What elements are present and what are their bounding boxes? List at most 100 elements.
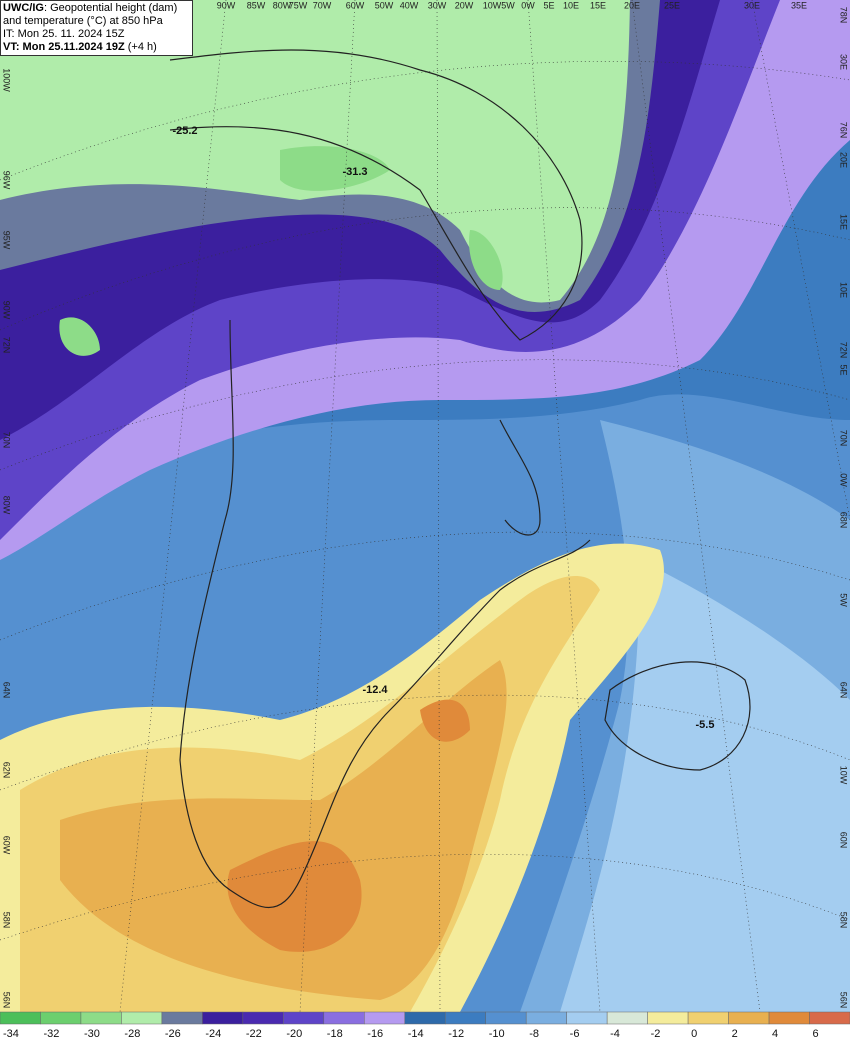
lon-label: 20E	[624, 0, 640, 10]
grid-label: 70N	[2, 432, 12, 449]
colorbar-label: -4	[610, 1028, 620, 1040]
colorbar-label: -28	[124, 1028, 140, 1040]
grid-label: 96W	[2, 171, 12, 190]
lead-time: (+4 h)	[124, 41, 157, 53]
title: : Geopotential height (dam)	[43, 2, 178, 14]
grid-label: 20E	[839, 152, 849, 168]
colorbar-swatch	[444, 1011, 486, 1025]
colorbar-label: 4	[772, 1028, 778, 1040]
colorbar-swatch	[242, 1011, 284, 1025]
lon-label: 20W	[455, 0, 474, 10]
grid-label: 5W	[839, 593, 849, 607]
colorbar-label: -14	[408, 1028, 424, 1040]
colorbar-label: -26	[165, 1028, 181, 1040]
iceland-coast	[604, 661, 751, 771]
colorbar-swatch	[404, 1011, 446, 1025]
colorbar-label: -32	[43, 1028, 59, 1040]
colorbar-swatch	[364, 1011, 406, 1025]
lon-label: 15E	[590, 0, 606, 10]
colorbar-swatch	[80, 1011, 122, 1025]
colorbar-swatch	[323, 1011, 365, 1025]
colorbar-swatch	[768, 1011, 810, 1025]
colorbar-label: -24	[205, 1028, 221, 1040]
colorbar-label: 0	[691, 1028, 697, 1040]
grid-label: 72N	[839, 342, 849, 359]
lon-label: 70W	[313, 0, 332, 10]
header: UWC/IG: Geopotential height (dam) and te…	[0, 0, 193, 56]
header-line: UWC/IG: Geopotential height (dam)	[3, 2, 190, 15]
colorbar-label: -18	[327, 1028, 343, 1040]
lon-label: 5E	[543, 0, 554, 10]
field-minus6	[560, 560, 850, 1012]
subtitle: and temperature (°C) at 850 hPa	[3, 15, 163, 27]
grid-label: 95W	[2, 231, 12, 250]
colorbar-swatch	[728, 1011, 770, 1025]
lon-label: 50W	[375, 0, 394, 10]
grid-label: 78N	[839, 7, 849, 24]
grid-label: 68N	[839, 512, 849, 529]
grid-label: 5E	[839, 364, 849, 375]
grid-label: 56N	[2, 992, 12, 1009]
greenland-coast	[179, 319, 591, 908]
colorbar-swatch	[606, 1011, 648, 1025]
grid-label: 58N	[839, 912, 849, 929]
grid-label: 100W	[2, 68, 12, 92]
colorbar-label: -8	[529, 1028, 539, 1040]
grid-label: 10W	[839, 766, 849, 785]
lon-label: 90W	[217, 0, 236, 10]
graticule	[0, 0, 850, 1013]
grid-label: 70N	[839, 430, 849, 447]
svalbard-coast	[499, 419, 541, 536]
colorbar-label: -30	[84, 1028, 100, 1040]
lon-label: 10W	[483, 0, 502, 10]
colorbar-label: -12	[448, 1028, 464, 1040]
lon-label: 10E	[563, 0, 579, 10]
colorbar-label: -10	[489, 1028, 505, 1040]
colorbar-swatch	[687, 1011, 729, 1025]
lon-label: 25E	[664, 0, 680, 10]
colorbar-swatch	[121, 1011, 163, 1025]
model: UWC/IG	[3, 2, 44, 14]
coastlines	[169, 49, 751, 908]
colorbar-swatch	[566, 1011, 608, 1025]
lon-label: 30W	[428, 0, 447, 10]
arctic-coast	[169, 49, 583, 341]
grid-label: 60W	[2, 836, 12, 855]
colorbar-swatch	[485, 1011, 527, 1025]
colorbar-swatch	[809, 1011, 850, 1025]
colorbar-label: -20	[286, 1028, 302, 1040]
colorbar-label: -22	[246, 1028, 262, 1040]
lon-label: 5W	[501, 0, 515, 10]
colorbar-swatch	[40, 1011, 82, 1025]
grid-label: 62N	[2, 762, 12, 779]
grid-label: 64N	[839, 682, 849, 699]
grid-label: 58N	[2, 912, 12, 929]
lon-label: 85W	[247, 0, 266, 10]
colorbar-swatch	[161, 1011, 203, 1025]
value-label: -25.2	[172, 125, 197, 137]
grid-label: 60N	[839, 832, 849, 849]
colorbar-swatch	[202, 1011, 244, 1025]
grid-label: 64N	[2, 682, 12, 699]
grid-label: 56N	[839, 992, 849, 1009]
field-4	[227, 699, 470, 952]
value-label: -31.3	[342, 166, 367, 178]
colorbar-label: 6	[813, 1028, 819, 1040]
colorbar-swatch	[0, 1011, 41, 1025]
lon-label: 0W	[521, 0, 535, 10]
lon-label: 40W	[400, 0, 419, 10]
valid-time: VT: Mon 25.11.2024 19Z	[3, 41, 125, 53]
init-time: IT: Mon 25. 11. 2024 15Z	[3, 28, 125, 40]
grid-label: 10E	[839, 282, 849, 298]
colorbar-swatch	[525, 1011, 567, 1025]
colorbar-label: -2	[651, 1028, 661, 1040]
lon-label: 35E	[791, 0, 807, 10]
value-label: -5.5	[696, 719, 715, 731]
lon-label: 80W	[273, 0, 292, 10]
colorbar-label: -34	[3, 1028, 19, 1040]
grid-label: 15E	[839, 214, 849, 230]
colorbar-label: 2	[732, 1028, 738, 1040]
lon-label: 60W	[346, 0, 365, 10]
